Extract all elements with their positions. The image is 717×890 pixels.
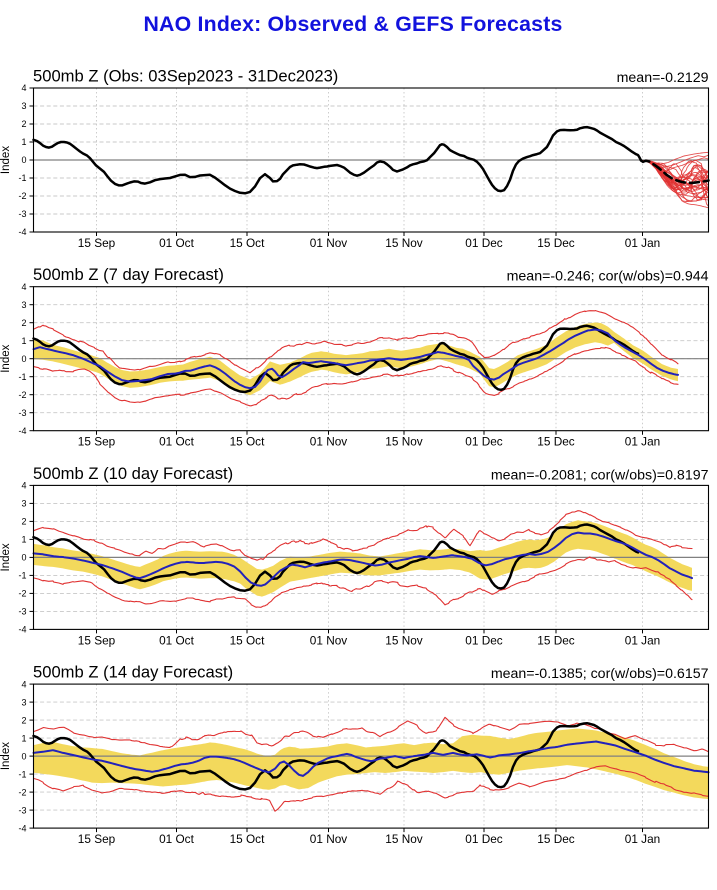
svg-text:0: 0	[21, 354, 26, 364]
svg-text:500mb Z (14 day Forecast): 500mb Z (14 day Forecast)	[33, 663, 233, 682]
svg-text:0: 0	[21, 553, 26, 563]
svg-text:15 Dec: 15 Dec	[537, 435, 574, 449]
svg-text:NAO Index: Observed & GEFS For: NAO Index: Observed & GEFS Forecasts	[143, 12, 562, 36]
svg-text:15 Sep: 15 Sep	[78, 435, 116, 449]
svg-text:01 Nov: 01 Nov	[310, 832, 347, 846]
svg-text:-2: -2	[18, 390, 26, 400]
svg-text:1: 1	[21, 137, 26, 147]
svg-text:-4: -4	[18, 625, 26, 635]
svg-text:3: 3	[21, 697, 26, 707]
svg-text:15 Dec: 15 Dec	[537, 633, 574, 647]
svg-text:1: 1	[21, 336, 26, 346]
svg-text:3: 3	[21, 300, 26, 310]
svg-text:-1: -1	[18, 372, 26, 382]
svg-text:15 Dec: 15 Dec	[537, 236, 574, 250]
svg-text:01 Nov: 01 Nov	[310, 236, 347, 250]
svg-text:4: 4	[21, 679, 26, 689]
svg-text:15 Sep: 15 Sep	[78, 633, 116, 647]
svg-text:3: 3	[21, 499, 26, 509]
svg-text:-1: -1	[18, 571, 26, 581]
svg-text:4: 4	[21, 282, 26, 292]
svg-text:01 Nov: 01 Nov	[310, 633, 347, 647]
svg-text:1: 1	[21, 535, 26, 545]
svg-text:01 Oct: 01 Oct	[159, 435, 194, 449]
svg-text:Index: Index	[0, 543, 12, 571]
svg-text:Index: Index	[0, 742, 12, 770]
svg-text:15 Oct: 15 Oct	[230, 633, 265, 647]
svg-text:15 Oct: 15 Oct	[230, 236, 265, 250]
svg-text:-3: -3	[18, 209, 26, 219]
svg-text:-3: -3	[18, 408, 26, 418]
svg-text:2: 2	[21, 715, 26, 725]
svg-text:-1: -1	[18, 769, 26, 779]
svg-text:01 Jan: 01 Jan	[625, 832, 660, 846]
svg-text:-4: -4	[18, 227, 26, 237]
svg-text:15 Sep: 15 Sep	[78, 832, 116, 846]
svg-text:4: 4	[21, 83, 26, 93]
svg-text:Index: Index	[0, 344, 12, 372]
svg-text:0: 0	[21, 751, 26, 761]
svg-text:mean=-0.1385; cor(w/obs)=0.615: mean=-0.1385; cor(w/obs)=0.6157	[491, 666, 709, 682]
svg-text:-1: -1	[18, 173, 26, 183]
svg-text:-4: -4	[18, 823, 26, 833]
svg-text:-2: -2	[18, 787, 26, 797]
svg-text:01 Oct: 01 Oct	[159, 236, 194, 250]
svg-text:01 Dec: 01 Dec	[465, 435, 502, 449]
svg-text:-4: -4	[18, 426, 26, 436]
svg-text:4: 4	[21, 481, 26, 491]
svg-text:1: 1	[21, 733, 26, 743]
svg-text:15 Nov: 15 Nov	[385, 633, 422, 647]
svg-text:2: 2	[21, 517, 26, 527]
svg-text:2: 2	[21, 318, 26, 328]
svg-text:mean=-0.2129: mean=-0.2129	[617, 70, 709, 86]
svg-text:500mb Z (Obs: 03Sep2023 - 31De: 500mb Z (Obs: 03Sep2023 - 31Dec2023)	[33, 67, 338, 86]
svg-text:-2: -2	[18, 191, 26, 201]
svg-text:15 Dec: 15 Dec	[537, 832, 574, 846]
svg-text:01 Oct: 01 Oct	[159, 633, 194, 647]
svg-text:01 Jan: 01 Jan	[625, 435, 660, 449]
svg-text:500mb Z (10 day Forecast): 500mb Z (10 day Forecast)	[33, 464, 233, 483]
svg-text:01 Dec: 01 Dec	[465, 236, 502, 250]
svg-text:01 Dec: 01 Dec	[465, 832, 502, 846]
svg-text:Index: Index	[0, 146, 12, 174]
svg-text:-3: -3	[18, 607, 26, 617]
svg-text:mean=-0.2081; cor(w/obs)=0.819: mean=-0.2081; cor(w/obs)=0.8197	[491, 467, 709, 483]
svg-text:0: 0	[21, 155, 26, 165]
svg-text:15 Nov: 15 Nov	[385, 236, 422, 250]
svg-text:01 Jan: 01 Jan	[625, 633, 660, 647]
svg-text:01 Nov: 01 Nov	[310, 435, 347, 449]
svg-text:01 Oct: 01 Oct	[159, 832, 194, 846]
svg-text:15 Nov: 15 Nov	[385, 435, 422, 449]
svg-text:500mb Z (7 day Forecast): 500mb Z (7 day Forecast)	[33, 265, 224, 284]
svg-text:15 Oct: 15 Oct	[230, 832, 265, 846]
svg-text:2: 2	[21, 119, 26, 129]
svg-text:15 Oct: 15 Oct	[230, 435, 265, 449]
svg-text:15 Sep: 15 Sep	[78, 236, 116, 250]
svg-text:01 Dec: 01 Dec	[465, 633, 502, 647]
svg-text:3: 3	[21, 101, 26, 111]
svg-text:15 Nov: 15 Nov	[385, 832, 422, 846]
svg-text:01 Jan: 01 Jan	[625, 236, 660, 250]
svg-text:-3: -3	[18, 805, 26, 815]
svg-text:-2: -2	[18, 589, 26, 599]
svg-text:mean=-0.246; cor(w/obs)=0.944: mean=-0.246; cor(w/obs)=0.944	[507, 269, 709, 285]
